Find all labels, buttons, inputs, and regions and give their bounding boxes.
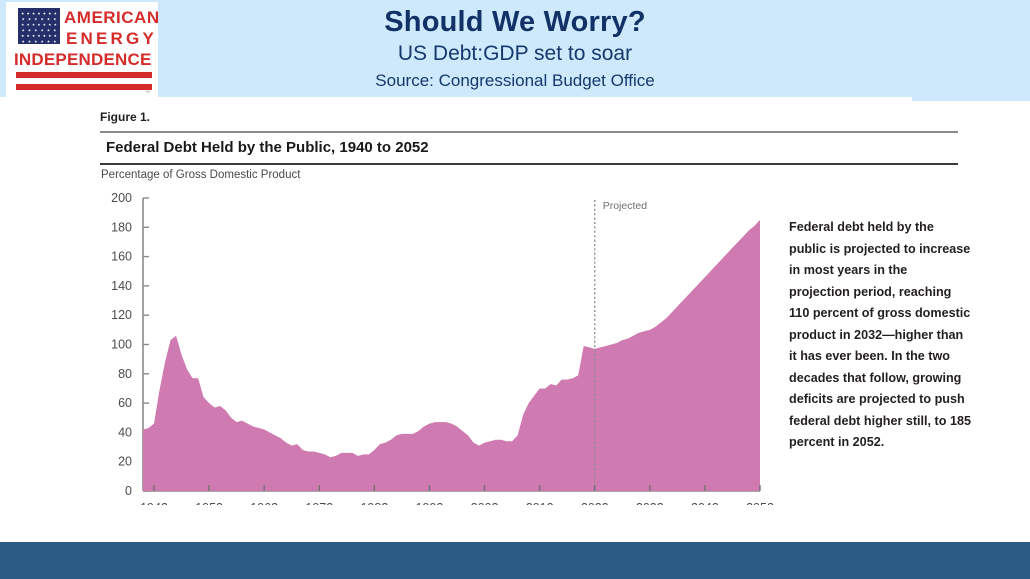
x-axis-tick-label: 2002: [471, 501, 499, 505]
projection-label: Projected: [603, 200, 648, 212]
y-axis-tick-label: 20: [118, 455, 132, 469]
star-icon: [53, 34, 57, 38]
trademark-symbol: ™: [145, 90, 150, 96]
star-icon: [26, 12, 30, 15]
chart-svg: 0 20 40 60 80 100 120 140 160 180 200 Projected 19…: [111, 191, 774, 505]
page-subtitle: US Debt:GDP set to soar: [397, 42, 633, 65]
y-axis-tick-label: 120: [111, 308, 132, 322]
star-icon: [21, 39, 25, 43]
x-axis-tick-label: 2042: [691, 501, 719, 505]
star-icon: [34, 39, 38, 43]
star-icon: [21, 12, 25, 15]
axis-units-label: Percentage of Gross Domestic Product: [101, 169, 301, 181]
star-icon: [53, 23, 57, 26]
y-axis-tick-label: 100: [111, 338, 132, 352]
star-icon: [34, 28, 38, 32]
star-icon: [47, 17, 50, 21]
x-axis-tick-label: 1972: [305, 501, 333, 505]
star-icon: [21, 28, 25, 32]
page-title: Should We Worry?: [384, 6, 646, 38]
y-axis-tick-label: 40: [118, 425, 132, 439]
x-axis-tick-label: 1982: [360, 501, 388, 505]
x-axis-tick-labels: 1942 1952 1962 1972 1982 1992 2002 2012 2022 2032…: [140, 501, 774, 505]
logo[interactable]: AMERICAN ENERGY INDEPENDENCE ™: [6, 2, 158, 97]
page-source: Source: Congressional Budget Office: [375, 71, 655, 90]
star-icon: [42, 34, 46, 38]
y-axis-tick-label: 60: [118, 396, 132, 410]
x-axis-tick-label: 1952: [195, 501, 223, 505]
star-icon: [53, 39, 57, 43]
star-icon: [32, 23, 35, 26]
star-icon: [42, 23, 46, 26]
x-axis-tick-label: 2022: [581, 501, 609, 505]
y-axis-tick-label: 160: [111, 250, 132, 264]
star-icon: [32, 34, 35, 38]
figure-rule-top: [100, 131, 958, 133]
star-icon: [26, 23, 30, 26]
logo-line-energy: ENERGY: [66, 29, 157, 48]
star-icon: [28, 28, 31, 32]
figure-title: Federal Debt Held by the Public, 1940 to…: [106, 139, 429, 156]
footer-band: [0, 542, 1030, 579]
star-icon: [48, 23, 52, 26]
debt-area-chart: 0 20 40 60 80 100 120 140 160 180 200 Projected 19…: [100, 185, 780, 505]
figure-rule-bottom: [100, 163, 958, 165]
star-icon: [21, 23, 25, 26]
header-band-step: [912, 97, 1030, 101]
logo-stripe-bottom: [16, 84, 152, 90]
star-icon: [37, 12, 41, 15]
y-axis-tick-label: 80: [118, 367, 132, 381]
header-band: [0, 0, 1030, 97]
y-axis-tick-labels: 0 20 40 60 80 100 120 140 160 180 200: [111, 191, 132, 498]
logo-stripe-top: [16, 72, 152, 78]
figure-note: Federal debt held by the public is proje…: [789, 220, 971, 449]
star-icon: [40, 28, 44, 32]
logo-line-independence: INDEPENDENCE: [14, 50, 152, 69]
star-icon: [21, 17, 25, 21]
us-flag-icon: [18, 8, 60, 44]
star-icon: [48, 34, 52, 38]
y-axis-tick-label: 0: [125, 484, 132, 498]
star-icon: [40, 39, 44, 43]
star-icon: [53, 12, 57, 15]
star-icon: [32, 12, 35, 15]
star-icon: [37, 34, 41, 38]
y-axis-tick-label: 200: [111, 191, 132, 205]
x-axis-tick-label: 1942: [140, 501, 168, 505]
x-axis-tick-label: 2012: [526, 501, 554, 505]
x-axis-ticks: [153, 485, 761, 491]
star-icon: [42, 12, 46, 15]
star-icon: [40, 17, 44, 21]
figure-label: Figure 1.: [100, 110, 151, 124]
x-axis-tick-label: 1962: [250, 501, 278, 505]
debt-area-path: [143, 219, 760, 491]
y-axis-tick-label: 140: [111, 279, 132, 293]
x-axis-tick-label: 2052: [746, 501, 774, 505]
y-axis-tick-label: 180: [111, 220, 132, 234]
star-icon: [28, 39, 31, 43]
logo-line-american: AMERICAN: [64, 8, 158, 27]
star-icon: [37, 23, 41, 26]
star-icon: [48, 12, 52, 15]
star-icon: [34, 17, 38, 21]
x-axis-tick-label: 1992: [416, 501, 444, 505]
star-icon: [53, 28, 57, 32]
star-icon: [21, 34, 25, 38]
star-icon: [53, 17, 57, 21]
star-icon: [47, 28, 50, 32]
star-icon: [47, 39, 50, 43]
star-icon: [28, 17, 31, 21]
star-icon: [26, 34, 30, 38]
x-axis-tick-label: 2032: [636, 501, 664, 505]
